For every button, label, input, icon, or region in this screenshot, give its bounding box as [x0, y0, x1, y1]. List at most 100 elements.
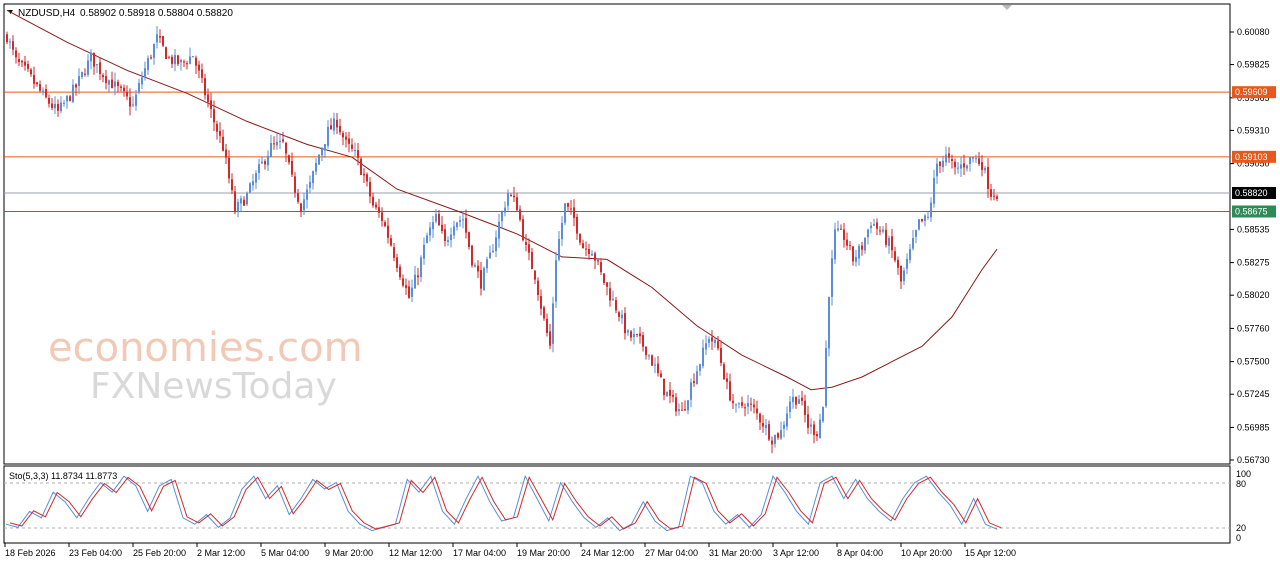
candle-body [177, 55, 179, 64]
candle-body [159, 36, 161, 38]
candle-body [774, 434, 776, 444]
stoch-tick-20: 20 [1236, 523, 1246, 533]
candle-body [288, 155, 290, 163]
chart-shift-marker[interactable] [1002, 5, 1012, 10]
candle-body [471, 245, 473, 266]
candle-body [354, 150, 356, 152]
main-pane[interactable] [3, 3, 1231, 465]
candle-body [879, 230, 881, 232]
stoch-tick-80: 80 [1236, 479, 1246, 489]
candle-body [789, 401, 791, 412]
candle-body [150, 57, 152, 59]
candle-body [144, 68, 146, 78]
candle-body [945, 154, 947, 163]
candle-body [663, 378, 665, 396]
candle-body [786, 413, 788, 427]
candle-body [15, 50, 17, 58]
price-label: 0.60080 [1237, 27, 1270, 37]
candle-body [369, 181, 371, 197]
candle-body [840, 228, 842, 230]
level-badges: 0.59609 0.59103 0.58820 0.58675 [1232, 86, 1276, 218]
candle-body [213, 109, 215, 123]
candle-body [321, 148, 323, 156]
candle-body [63, 102, 65, 104]
candle-body [42, 90, 44, 93]
candle-body [726, 378, 728, 382]
candle-body [468, 232, 470, 248]
stochastic-label: Sto(5,3,3) 11.8734 11.8773 [9, 471, 117, 481]
candle-body [657, 363, 659, 374]
candle-body [876, 222, 878, 229]
candle-body [621, 314, 623, 319]
candle-body [453, 226, 455, 236]
candle-body [762, 422, 764, 427]
price-label: 0.57245 [1237, 389, 1270, 399]
candle-body [894, 251, 896, 261]
candle-body [708, 339, 710, 343]
candle-body [912, 238, 914, 249]
candle-body [324, 144, 326, 151]
candle-body [396, 257, 398, 269]
candle-body [375, 204, 377, 208]
candle-body [168, 57, 170, 59]
watermark-fxnewstoday: FXNewsToday [90, 366, 337, 407]
candle-body [24, 61, 26, 66]
candles-layer [6, 26, 998, 454]
candle-body [57, 103, 59, 111]
candle-body [117, 81, 119, 87]
candle-body [432, 222, 434, 230]
candle-body [987, 167, 989, 189]
candle-body [738, 403, 740, 405]
candle-body [984, 167, 986, 171]
candle-body [183, 61, 185, 63]
candle-body [834, 229, 836, 260]
candle-body [882, 229, 884, 232]
candle-body [915, 230, 917, 237]
candle-body [828, 297, 830, 349]
candle-body [690, 382, 692, 400]
candle-body [504, 207, 506, 213]
time-label: 24 Mar 12:00 [581, 548, 634, 558]
level-badge-label: 0.59103 [1235, 152, 1268, 162]
candle-body [642, 335, 644, 347]
candle-body [138, 83, 140, 93]
candle-body [312, 171, 314, 184]
candle-body [873, 224, 875, 226]
candle-body [285, 142, 287, 154]
level-badge-label: 0.59609 [1235, 87, 1268, 97]
candle-body [195, 57, 197, 66]
candle-body [525, 242, 527, 245]
candle-body [108, 80, 110, 85]
candle-body [165, 47, 167, 60]
candle-body [966, 165, 968, 169]
candle-body [12, 41, 14, 50]
candle-body [990, 189, 992, 197]
candle-body [333, 118, 335, 131]
candle-body [267, 155, 269, 166]
candle-body [795, 396, 797, 405]
candle-body [492, 250, 494, 253]
time-label: 18 Feb 2026 [5, 548, 56, 558]
stoch-signal-line [9, 476, 1002, 530]
candle-body [309, 181, 311, 188]
candle-body [807, 414, 809, 428]
candle-body [252, 181, 254, 186]
candle-body [678, 409, 680, 412]
candle-body [756, 408, 758, 414]
candle-body [93, 52, 95, 67]
candle-body [276, 141, 278, 146]
candle-body [207, 94, 209, 102]
candle-body [720, 347, 722, 363]
candle-body [852, 246, 854, 262]
candle-body [249, 183, 251, 193]
candle-body [981, 162, 983, 170]
candle-body [711, 337, 713, 342]
candle-body [123, 87, 125, 92]
candle-body [120, 86, 122, 88]
candle-body [51, 103, 53, 108]
candle-body [219, 130, 221, 136]
candle-body [576, 216, 578, 234]
candle-body [273, 143, 275, 145]
stochastic-pane[interactable] [3, 465, 1231, 544]
